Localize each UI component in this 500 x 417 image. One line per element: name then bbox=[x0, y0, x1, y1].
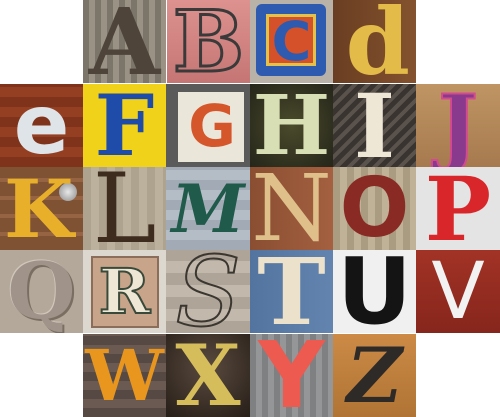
tile-letter-z: Z bbox=[333, 334, 416, 417]
letter-b: B bbox=[172, 0, 246, 83]
tile-background bbox=[333, 334, 416, 417]
tile-letter-i: I bbox=[333, 84, 416, 167]
tile-background bbox=[250, 334, 333, 417]
letter-n: N bbox=[251, 167, 332, 250]
tile-letter-u: U bbox=[333, 250, 416, 333]
tile-background bbox=[166, 167, 250, 250]
letter-w: W bbox=[85, 334, 164, 417]
letter-p: P bbox=[424, 167, 492, 250]
tile-letter-n: N bbox=[250, 167, 333, 250]
letter-y: Y bbox=[258, 334, 325, 417]
tile-letter-v: V bbox=[416, 250, 500, 333]
letter-d: d bbox=[345, 0, 410, 83]
tile-background bbox=[333, 167, 416, 250]
tile-letter-a: A bbox=[83, 0, 166, 83]
tile-background bbox=[166, 334, 250, 417]
tile-background bbox=[333, 84, 416, 167]
tile-background bbox=[416, 250, 500, 333]
tile-letter-y: Y bbox=[250, 334, 333, 417]
tile-letter-l: L bbox=[83, 167, 166, 250]
tile-letter-d: d bbox=[333, 0, 416, 83]
tile-letter-q: Q bbox=[0, 250, 83, 333]
tile-background bbox=[333, 250, 416, 333]
letter-q: Q bbox=[7, 250, 76, 333]
tile-background bbox=[0, 84, 83, 167]
tile-background bbox=[416, 167, 500, 250]
tile-background bbox=[250, 250, 333, 333]
tile-letter-t: T bbox=[250, 250, 333, 333]
letter-e: e bbox=[13, 84, 70, 167]
tile-letter-s: S bbox=[166, 250, 250, 333]
letter-u: U bbox=[337, 250, 412, 333]
tile-background bbox=[166, 250, 250, 333]
letter-x: X bbox=[175, 334, 241, 417]
letter-i: I bbox=[353, 84, 396, 167]
tile-letter-f: F bbox=[83, 84, 166, 167]
tile-letter-b: B bbox=[167, 0, 250, 83]
letter-a: A bbox=[88, 0, 161, 83]
tile-letter-e: e bbox=[0, 84, 83, 167]
tile-background bbox=[83, 334, 166, 417]
letter-c: C bbox=[271, 9, 312, 73]
tile-letter-w: W bbox=[83, 334, 166, 417]
tile-background bbox=[250, 167, 333, 250]
letter-m: M bbox=[171, 169, 245, 248]
letter-s: S bbox=[174, 250, 242, 333]
tile-background bbox=[83, 84, 166, 167]
tile-background bbox=[250, 84, 333, 167]
letter-k: K bbox=[4, 167, 74, 250]
tile-letter-o: O bbox=[333, 167, 416, 250]
letter-j: J bbox=[437, 84, 479, 167]
tile-letter-c: C bbox=[250, 0, 333, 83]
tile-background bbox=[0, 250, 83, 333]
letter-l: L bbox=[92, 167, 157, 250]
tile-letter-m: M bbox=[166, 167, 250, 250]
tile-letter-g: G bbox=[166, 84, 250, 167]
tile-background bbox=[83, 0, 166, 83]
tile-letter-k: K bbox=[0, 167, 83, 250]
tile-letter-h: H bbox=[250, 84, 333, 167]
tile-background bbox=[83, 167, 166, 250]
letter-h: H bbox=[252, 84, 331, 167]
letter-o: O bbox=[339, 167, 410, 250]
tile-letter-r: R bbox=[83, 250, 166, 333]
letter-f: F bbox=[94, 84, 155, 167]
tile-letter-j: J bbox=[416, 84, 500, 167]
letter-g: G bbox=[188, 91, 236, 160]
tile-background bbox=[0, 167, 83, 250]
letter-v: V bbox=[431, 250, 485, 333]
tile-background bbox=[416, 84, 500, 167]
tile-letter-p: P bbox=[416, 167, 500, 250]
tile-background bbox=[167, 0, 250, 83]
tile-letter-x: X bbox=[166, 334, 250, 417]
letter-r: R bbox=[98, 254, 152, 328]
letter-z: Z bbox=[346, 334, 403, 417]
letter-t: T bbox=[257, 250, 326, 333]
tile-background bbox=[333, 0, 416, 83]
